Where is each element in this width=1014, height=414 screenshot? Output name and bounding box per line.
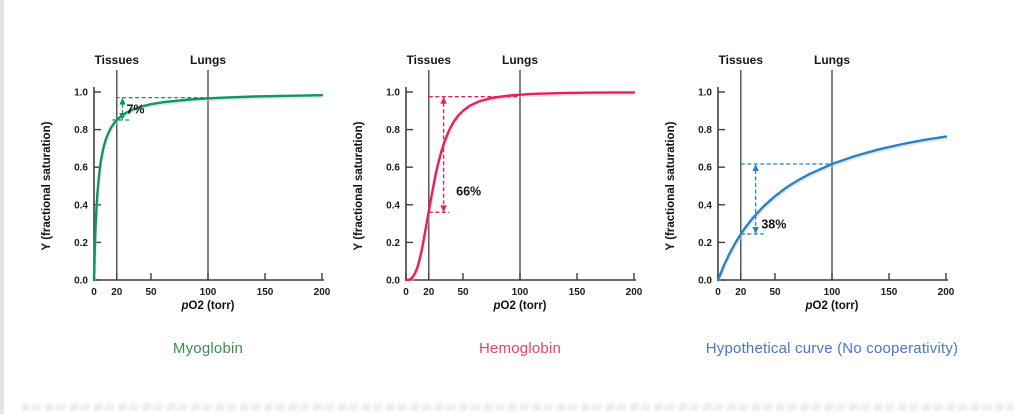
x-tick-label: 50 — [769, 287, 781, 298]
arrowhead-up — [119, 97, 126, 105]
x-tick-label: 20 — [735, 287, 747, 298]
x-axis-label: pO2 (torr) — [804, 300, 858, 312]
y-tick-label: 0.6 — [74, 163, 88, 174]
percent-label: 66% — [456, 184, 481, 198]
curve-shadow — [406, 93, 635, 284]
curve-shadow — [93, 96, 323, 283]
percent-label: 7% — [126, 103, 144, 117]
y-tick-label: 0.0 — [74, 276, 88, 287]
x-tick-label: 200 — [938, 287, 955, 298]
x-axis-label: pO2 (torr) — [492, 300, 546, 312]
x-tick-label: 0 — [91, 287, 97, 298]
hemoglobin-curve — [404, 91, 636, 282]
arrowhead-down — [440, 205, 447, 213]
x-tick-label: 50 — [457, 287, 469, 298]
x-tick-label: 100 — [200, 287, 217, 298]
x-tick-label: 100 — [512, 287, 529, 298]
x-tick-label: 150 — [881, 287, 898, 298]
y-tick-label: 0.2 — [698, 238, 712, 249]
x-tick-label: 150 — [257, 287, 274, 298]
y-tick-label: 0.8 — [698, 125, 712, 136]
hypothetical-caption: Hypothetical curve (No cooperativity) — [705, 340, 959, 357]
hypothetical-curve — [716, 135, 948, 282]
myoglobin-chart: Tissues Lungs 0.0 0.2 0.4 0.6 0.8 1.0 0 20 50 100 15… — [41, 53, 331, 312]
x-tick-label: 150 — [569, 287, 586, 298]
y-axis-label: Y (fractional saturation) — [665, 121, 677, 250]
arrowhead-down — [119, 113, 126, 121]
tissues-label: Tissues — [719, 53, 764, 67]
x-axis-label: pO2 (torr) — [180, 300, 234, 312]
curve-shadow — [717, 137, 947, 283]
x-tick-label: 100 — [824, 287, 841, 298]
y-tick-label: 1.0 — [698, 88, 712, 99]
hypothetical-chart: Tissues Lungs 0.0 0.2 0.4 0.6 0.8 1.0 0 20 50 100 15… — [665, 53, 955, 312]
y-tick-label: 1.0 — [74, 88, 88, 99]
lungs-label: Lungs — [502, 53, 538, 67]
myoglobin-curve — [92, 94, 324, 282]
y-tick-label: 0.2 — [74, 238, 88, 249]
arrowhead-down — [752, 226, 759, 234]
cropped-text-artifact — [22, 403, 1014, 411]
window-edge-strip — [0, 0, 4, 414]
x-tick-label: 20 — [423, 287, 435, 298]
myoglobin-caption: Myoglobin — [172, 340, 244, 357]
y-axis-label: Y (fractional saturation) — [41, 121, 53, 250]
hemoglobin-caption: Hemoglobin — [478, 340, 562, 357]
hemoglobin-chart: Tissues Lungs 0.0 0.2 0.4 0.6 0.8 1.0 0 20 50 100 15… — [353, 53, 643, 312]
lungs-label: Lungs — [814, 53, 850, 67]
y-tick-label: 0.0 — [386, 276, 400, 287]
arrowhead-up — [752, 164, 759, 172]
y-tick-label: 0.8 — [74, 125, 88, 136]
tissues-label: Tissues — [95, 53, 140, 67]
lungs-label: Lungs — [190, 53, 226, 67]
y-tick-label: 0.4 — [698, 200, 712, 211]
charts-row: Tissues Lungs 0.0 0.2 0.4 0.6 0.8 1.0 0 20 50 100 15… — [36, 48, 960, 357]
y-tick-label: 0.0 — [698, 276, 712, 287]
hemoglobin-chart-block: Tissues Lungs 0.0 0.2 0.4 0.6 0.8 1.0 0 20 50 100 15… — [348, 48, 648, 357]
y-tick-label: 0.6 — [386, 163, 400, 174]
x-tick-label: 0 — [715, 287, 721, 298]
hypothetical-chart-block: Tissues Lungs 0.0 0.2 0.4 0.6 0.8 1.0 0 20 50 100 15… — [660, 48, 960, 357]
percent-label: 38% — [761, 217, 786, 231]
x-tick-label: 0 — [403, 287, 409, 298]
y-tick-label: 1.0 — [386, 88, 400, 99]
x-tick-label: 50 — [145, 287, 157, 298]
x-tick-label: 200 — [314, 287, 331, 298]
y-tick-label: 0.4 — [386, 200, 400, 211]
y-axis-label: Y (fractional saturation) — [353, 121, 365, 250]
tissues-label: Tissues — [407, 53, 452, 67]
y-tick-label: 0.4 — [74, 200, 88, 211]
myoglobin-chart-block: Tissues Lungs 0.0 0.2 0.4 0.6 0.8 1.0 0 20 50 100 15… — [36, 48, 336, 357]
y-tick-label: 0.8 — [386, 125, 400, 136]
x-tick-label: 200 — [626, 287, 643, 298]
arrowhead-up — [440, 96, 447, 104]
y-tick-label: 0.6 — [698, 163, 712, 174]
y-tick-label: 0.2 — [386, 238, 400, 249]
x-tick-label: 20 — [111, 287, 123, 298]
